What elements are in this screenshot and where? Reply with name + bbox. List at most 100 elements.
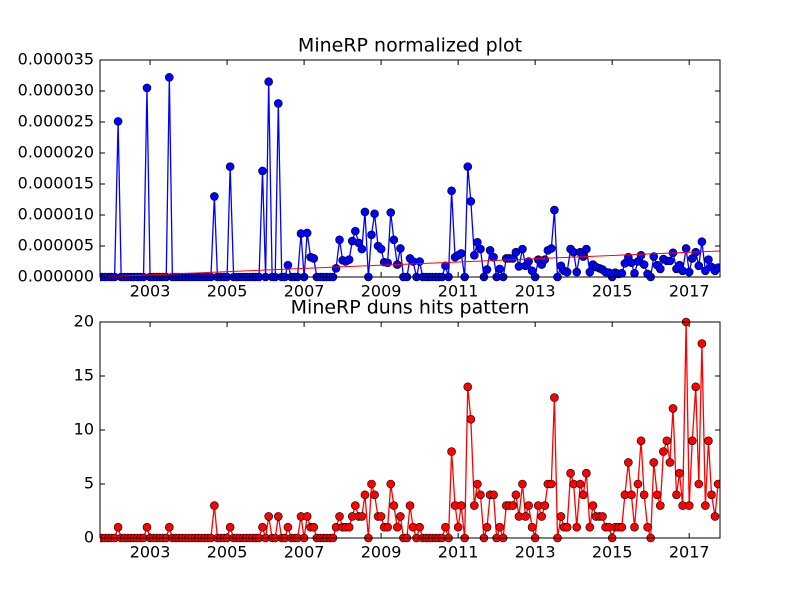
data-point <box>633 479 643 489</box>
data-point <box>264 77 273 86</box>
data-point <box>473 479 482 489</box>
data-point <box>370 209 379 219</box>
data-point <box>360 490 370 500</box>
x-tick-label: 2003 <box>130 282 171 301</box>
x-tick-label: 2013 <box>515 543 556 562</box>
data-point <box>283 260 293 270</box>
data-point <box>694 479 704 489</box>
data-point <box>489 252 498 262</box>
data-point <box>309 254 319 263</box>
data-point <box>302 512 312 521</box>
data-point <box>357 244 367 254</box>
x-tick-label: 2017 <box>669 282 710 301</box>
data-point <box>672 490 681 500</box>
data-point <box>389 235 399 245</box>
data-point <box>537 512 547 521</box>
y-tick-label: 5 <box>84 474 94 493</box>
data-point <box>575 479 585 489</box>
data-point <box>566 468 575 478</box>
data-point <box>656 501 665 510</box>
plot-frame <box>99 59 721 278</box>
data-point <box>624 458 633 467</box>
data-point <box>331 264 341 273</box>
data-point <box>585 267 595 277</box>
data-point <box>527 522 537 532</box>
data-point <box>389 501 399 510</box>
y-tick-label: 15 <box>74 366 94 385</box>
data-point <box>550 205 559 215</box>
data-point <box>264 512 273 521</box>
data-point <box>386 208 396 217</box>
data-point <box>447 447 456 456</box>
data-point <box>367 230 376 240</box>
data-point <box>518 479 527 489</box>
data-point <box>386 479 396 489</box>
data-point <box>707 490 716 500</box>
data-point <box>550 393 559 402</box>
x-tick-label: 2009 <box>361 543 402 562</box>
data-point <box>283 522 293 532</box>
data-point <box>370 490 379 500</box>
data-point <box>668 404 678 413</box>
y-tick-label: 0.000035 <box>18 50 94 69</box>
data-point <box>225 522 235 532</box>
data-point <box>511 490 521 500</box>
data-point <box>617 522 627 532</box>
data-point <box>113 117 123 126</box>
data-point <box>681 244 691 253</box>
data-point <box>482 522 492 532</box>
data-point <box>665 256 675 266</box>
data-point <box>273 99 283 108</box>
data-point <box>710 512 720 521</box>
x-tick-label: 2007 <box>284 543 325 562</box>
y-tick-label: 0.000005 <box>18 236 94 255</box>
data-point <box>367 479 376 489</box>
data-point <box>662 436 672 446</box>
data-point <box>225 162 235 171</box>
data-point <box>463 162 473 171</box>
y-tick-label: 0.000015 <box>18 174 94 193</box>
data-point <box>630 522 639 532</box>
data-point <box>694 261 704 271</box>
data-point <box>258 522 267 532</box>
data-point <box>639 260 649 269</box>
data-point <box>495 264 505 274</box>
data-point <box>441 261 450 271</box>
data-point <box>456 501 466 510</box>
data-point <box>142 522 152 532</box>
x-tick-label: 2005 <box>207 282 248 301</box>
y-tick-label: 0.000030 <box>18 81 94 100</box>
data-point <box>643 522 652 532</box>
data-point <box>258 166 267 176</box>
plot-area <box>100 60 720 277</box>
plot-frame <box>99 321 721 539</box>
data-point <box>636 251 646 260</box>
data-point <box>396 244 405 253</box>
x-tick-label: 2011 <box>438 282 479 301</box>
data-point <box>441 522 450 532</box>
data-point <box>302 228 312 238</box>
data-point <box>675 468 684 478</box>
data-point <box>335 512 344 521</box>
data-point <box>495 522 505 532</box>
data-point <box>489 490 498 500</box>
data-point <box>482 265 492 274</box>
data-point <box>585 522 595 532</box>
data-point <box>639 490 649 500</box>
data-point <box>684 267 694 277</box>
data-point <box>656 264 665 274</box>
data-point <box>344 255 354 264</box>
y-tick-label: 0.000025 <box>18 112 94 131</box>
data-point <box>210 501 219 510</box>
data-point <box>630 268 639 278</box>
data-point <box>396 512 405 521</box>
y-tick-label: 0.000010 <box>18 205 94 224</box>
data-point <box>485 246 495 255</box>
x-tick-label: 2007 <box>284 282 325 301</box>
data-point <box>652 490 662 500</box>
data-point <box>453 522 463 532</box>
data-point <box>582 468 591 478</box>
data-point <box>470 251 479 260</box>
data-point <box>383 258 392 268</box>
